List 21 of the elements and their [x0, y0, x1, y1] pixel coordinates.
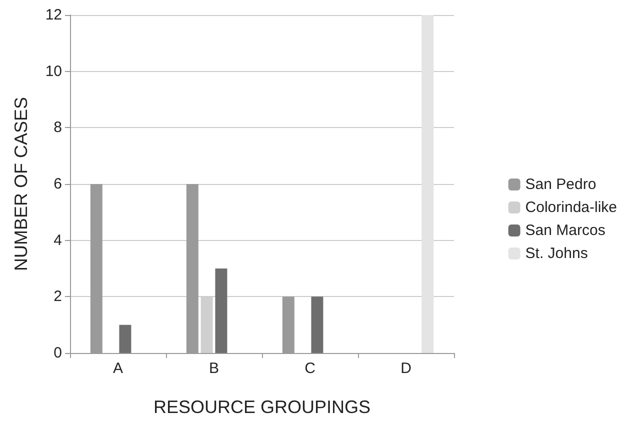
- x-tick-label: A: [112, 360, 124, 377]
- bar: [215, 268, 228, 353]
- x-axis-title: RESOURCE GROUPINGS: [153, 397, 371, 417]
- y-tick-label: 2: [54, 288, 62, 306]
- bar: [119, 324, 132, 353]
- bar: [422, 15, 434, 353]
- x-tick-label: C: [304, 360, 316, 377]
- x-tick-label: B: [208, 360, 220, 377]
- legend-label: St. Johns: [525, 245, 588, 262]
- y-tick-label: 10: [45, 62, 62, 80]
- legend-label: San Marcos: [525, 222, 606, 239]
- legend-label: San Pedro: [525, 176, 596, 193]
- y-tick-label: 8: [54, 119, 62, 136]
- x-tick-label: D: [400, 360, 412, 377]
- legend-label: Colorinda-like: [525, 199, 618, 216]
- y-tick-label: 4: [54, 232, 62, 249]
- y-axis-title: NUMBER OF CASES: [11, 96, 31, 272]
- y-tick-label: 6: [54, 176, 62, 192]
- bar: [311, 296, 324, 353]
- y-tick-label: 0: [54, 344, 62, 362]
- y-tick-label: 12: [45, 6, 62, 24]
